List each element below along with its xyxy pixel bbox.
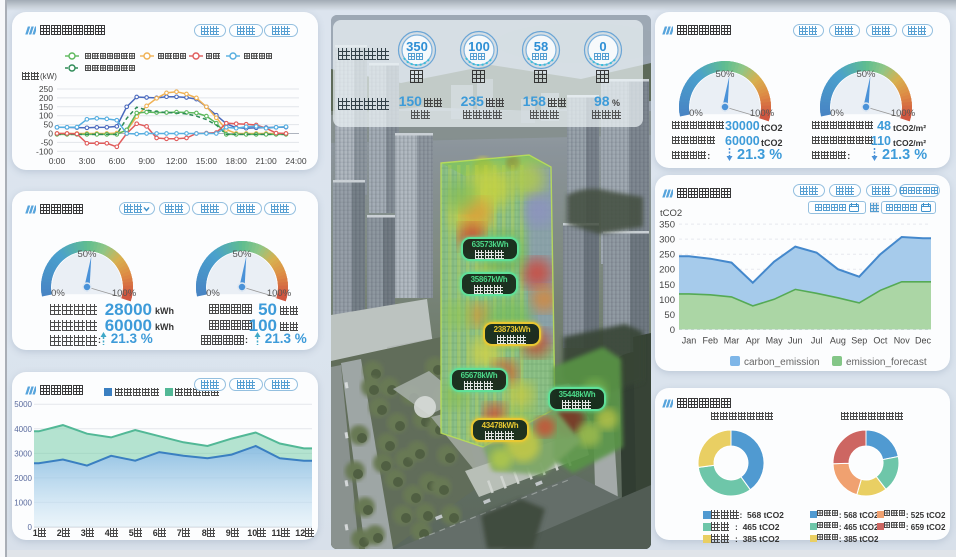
svg-text:18:00: 18:00 [226,156,248,166]
svg-text:24:00: 24:00 [285,156,307,166]
svg-text:50%: 50% [856,69,876,80]
svg-text:100: 100 [659,295,675,306]
svg-text:200: 200 [659,265,675,276]
svg-text:200: 200 [39,93,53,103]
svg-text:50: 50 [664,310,675,321]
svg-text:300: 300 [659,235,675,246]
svg-text:0%: 0% [830,108,844,119]
svg-text:emission_forecast: emission_forecast [846,357,927,368]
svg-text:Dec: Dec [915,335,932,345]
svg-text:Jan: Jan [682,335,697,345]
svg-text:4000: 4000 [14,425,32,434]
svg-text:0: 0 [28,523,33,532]
svg-text:0%: 0% [206,288,220,299]
svg-text:0: 0 [670,325,675,336]
svg-text:Oct: Oct [873,335,888,345]
svg-text:21:00: 21:00 [255,156,277,166]
svg-text:50%: 50% [715,69,735,80]
svg-text:250: 250 [659,250,675,261]
svg-text:Apr: Apr [746,335,760,345]
svg-text:Nov: Nov [894,335,911,345]
svg-text:Feb: Feb [703,335,719,345]
svg-text:100%: 100% [112,288,137,299]
svg-text:9:00: 9:00 [138,156,155,166]
svg-text:0: 0 [48,129,53,139]
svg-text:58: 58 [534,39,548,54]
svg-text:2000: 2000 [14,474,32,483]
svg-text:50%: 50% [232,249,252,260]
svg-text:0: 0 [599,39,606,54]
svg-text:50%: 50% [77,249,97,260]
svg-text:carbon_emission: carbon_emission [744,357,820,368]
svg-text:15:00: 15:00 [196,156,218,166]
svg-text:100%: 100% [267,288,292,299]
svg-text:-100: -100 [36,146,53,156]
svg-text:100%: 100% [891,108,916,119]
svg-text:0%: 0% [689,108,703,119]
svg-text:Jul: Jul [811,335,823,345]
svg-text:Sep: Sep [851,335,867,345]
svg-text:150: 150 [39,102,53,112]
svg-text:Mar: Mar [724,335,740,345]
svg-text:100%: 100% [750,108,775,119]
svg-text:0%: 0% [51,288,65,299]
svg-text:150: 150 [659,280,675,291]
svg-text:1000: 1000 [14,498,32,507]
svg-text:100: 100 [468,39,490,54]
svg-text:3000: 3000 [14,449,32,458]
svg-text:0:00: 0:00 [49,156,66,166]
svg-text:5000: 5000 [14,400,32,409]
svg-text:50: 50 [44,120,54,130]
svg-text:6:00: 6:00 [109,156,126,166]
svg-text:350: 350 [406,39,428,54]
svg-text:May: May [766,335,784,345]
svg-text:3:00: 3:00 [79,156,96,166]
svg-text:100: 100 [39,111,53,121]
svg-text:Aug: Aug [830,335,846,345]
svg-text:-50: -50 [41,137,54,147]
svg-text:Jun: Jun [788,335,803,345]
svg-text:350: 350 [659,220,675,231]
svg-text:250: 250 [39,84,53,94]
svg-text:12:00: 12:00 [166,156,188,166]
